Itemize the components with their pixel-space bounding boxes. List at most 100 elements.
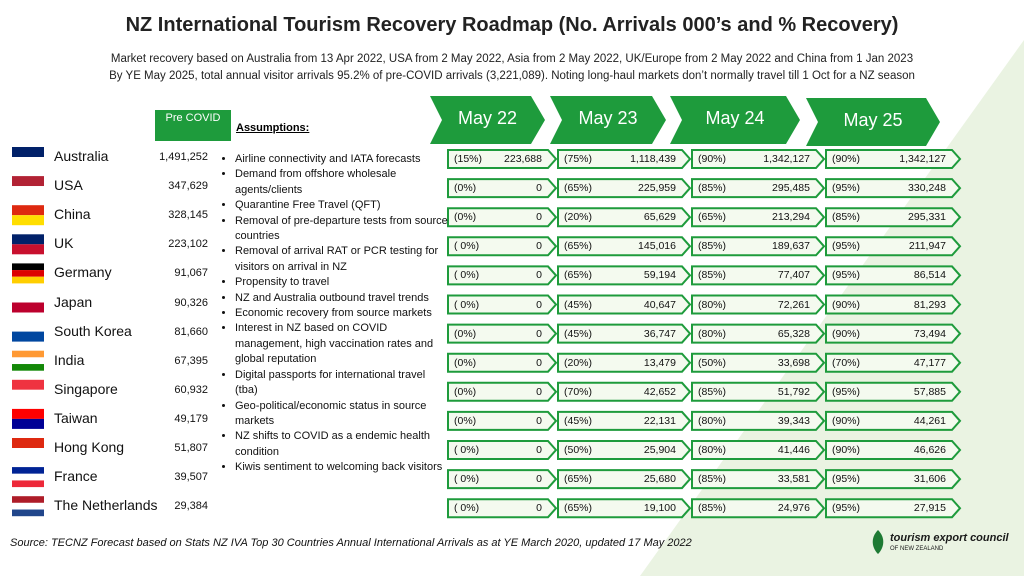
arrivals-value: 31,606 <box>913 473 946 486</box>
flag <box>12 448 44 458</box>
flag <box>12 234 44 245</box>
recovery-bar <box>825 498 962 519</box>
recovery-bar <box>825 236 962 257</box>
arrivals-value: 65,629 <box>643 211 676 224</box>
recovery-bar <box>447 323 558 344</box>
flag <box>12 473 44 481</box>
logo-sub: OF NEW ZEALAND <box>890 546 944 552</box>
recovery-bar <box>691 440 826 460</box>
arrivals-value: 13,479 <box>643 356 676 369</box>
country: South Korea <box>54 322 132 339</box>
recovery-bar <box>825 352 962 373</box>
recovery-percent: (90%) <box>832 414 861 427</box>
logo-name: tourism export council <box>890 532 1009 544</box>
recovery-bar <box>447 440 558 460</box>
pre-covid-value: 347,629 <box>168 180 208 193</box>
assumption: Removal of pre-departure tests from sour… <box>235 214 450 245</box>
arrivals-value: 40,647 <box>643 298 676 311</box>
recovery-bar <box>691 498 826 519</box>
recovery-percent: ( 0%) <box>454 473 480 486</box>
recovery-percent: (90%) <box>832 153 861 165</box>
flag <box>12 244 44 255</box>
recovery-bar <box>557 381 692 402</box>
assumption: Removal of arrival RAT or PCR testing fo… <box>235 244 450 275</box>
flag <box>12 263 44 271</box>
arrivals-value: 73,494 <box>913 327 946 340</box>
flag <box>12 292 44 303</box>
pre-covid-value: 67,395 <box>174 354 208 367</box>
flag <box>12 480 44 488</box>
recovery-percent: (75%) <box>564 153 593 165</box>
country: Singapore <box>54 380 118 397</box>
recovery-bar <box>691 294 826 315</box>
recovery-bar <box>691 236 826 257</box>
recovery-percent: (80%) <box>698 298 727 311</box>
arrivals-value: 25,904 <box>643 444 676 456</box>
recovery-bar <box>557 352 692 373</box>
recovery-bar <box>557 498 692 519</box>
flag <box>12 186 44 197</box>
arrivals-value: 223,688 <box>504 153 542 165</box>
country: The Netherlands <box>54 497 158 514</box>
recovery-percent: (65%) <box>698 211 727 224</box>
assumption: Demand from offshore wholesale agents/cl… <box>235 167 450 198</box>
assumptions-list: Airline connectivity and IATA forecastsD… <box>220 152 450 476</box>
recovery-percent: (0%) <box>454 182 477 195</box>
arrivals-value: 0 <box>536 182 542 195</box>
pre-covid-value: 81,660 <box>174 325 208 338</box>
flag <box>12 357 44 365</box>
flag <box>12 389 44 400</box>
subtitle: Market recovery based on Australia from … <box>110 53 914 65</box>
flag <box>12 502 44 510</box>
flag <box>12 157 44 167</box>
flag <box>12 379 44 390</box>
flag <box>12 438 44 448</box>
recovery-bar <box>691 381 826 402</box>
recovery-percent: (0%) <box>454 327 477 340</box>
recovery-percent: (65%) <box>564 473 593 486</box>
recovery-percent: (90%) <box>698 153 727 165</box>
pre-covid-value: 90,326 <box>174 296 208 309</box>
flag <box>12 176 44 187</box>
pre-covid-value: 1,491,252 <box>159 151 208 163</box>
arrivals-value: 46,626 <box>913 444 946 456</box>
recovery-bar <box>557 207 692 228</box>
recovery-bar <box>447 236 558 257</box>
recovery-percent: (65%) <box>564 269 593 282</box>
arrivals-value: 0 <box>536 414 542 427</box>
recovery-bar <box>447 410 558 431</box>
arrivals-value: 0 <box>536 356 542 369</box>
flag <box>12 302 44 313</box>
arrivals-value: 19,100 <box>643 502 676 515</box>
recovery-percent: (85%) <box>698 240 727 253</box>
recovery-percent: (45%) <box>564 298 593 311</box>
arrivals-value: 47,177 <box>913 356 946 369</box>
recovery-percent: (50%) <box>698 356 727 369</box>
subtitle: By YE May 2025, total annual visitor arr… <box>109 70 915 82</box>
recovery-percent: (85%) <box>698 473 727 486</box>
recovery-bar <box>447 149 558 169</box>
assumption: Geo-political/economic status in source … <box>235 399 450 430</box>
recovery-bar <box>691 149 826 169</box>
arrivals-value: 33,581 <box>777 473 810 486</box>
arrivals-value: 0 <box>536 327 542 340</box>
recovery-percent: (85%) <box>832 211 861 224</box>
recovery-percent: (85%) <box>698 502 727 515</box>
period-label: May 23 <box>578 108 638 128</box>
recovery-percent: (70%) <box>832 356 861 369</box>
recovery-bar <box>691 323 826 344</box>
arrivals-value: 0 <box>536 385 542 398</box>
period-arrow <box>806 98 940 146</box>
flag <box>12 418 44 429</box>
recovery-bar <box>825 294 962 315</box>
recovery-bar <box>557 294 692 315</box>
arrivals-value: 22,131 <box>643 414 676 427</box>
recovery-bar <box>825 207 962 228</box>
pre-covid-value: 223,102 <box>168 238 208 251</box>
recovery-percent: (80%) <box>698 327 727 340</box>
pre-covid-value: 51,807 <box>174 442 208 454</box>
recovery-bar <box>447 352 558 373</box>
arrivals-value: 77,407 <box>777 269 810 282</box>
assumption: Quarantine Free Travel (QFT) <box>235 198 450 213</box>
